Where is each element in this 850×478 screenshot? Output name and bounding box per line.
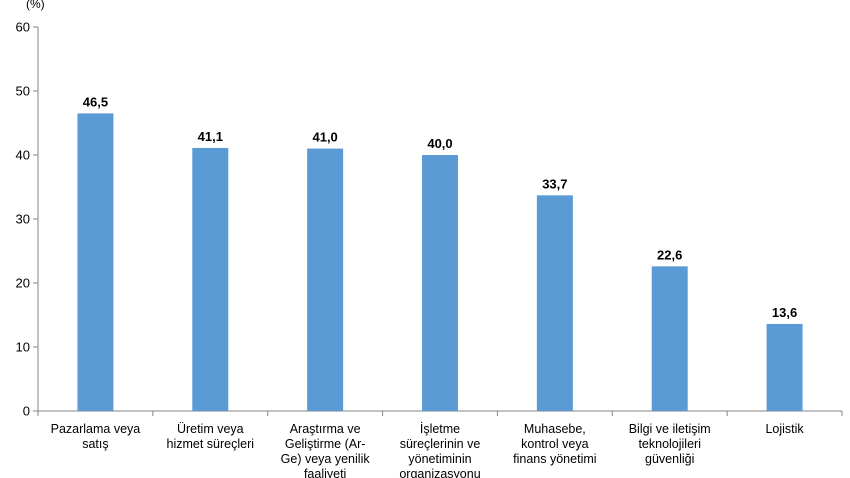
category-label: Muhasebe, kontrol veya finans yönetimi: [513, 422, 596, 466]
data-label: 40,0: [427, 136, 452, 151]
y-axis-unit-label: (%): [26, 0, 45, 11]
bar: [422, 155, 458, 411]
bar: [192, 147, 229, 411]
y-axis-ticks: 0 10 20 30 40 50 60: [16, 20, 843, 419]
data-label: 41,0: [312, 130, 337, 145]
category-label: Bilgi ve iletişim teknolojileri güvenliği: [629, 422, 711, 466]
category-labels: Pazarlama veya satış Üretim veya hizmet sür…: [51, 422, 805, 478]
bar: [77, 113, 114, 412]
y-tick-label: 40: [16, 148, 30, 163]
category-label: Lojistik: [765, 422, 804, 436]
bars: [77, 113, 803, 412]
y-tick-label: 10: [16, 340, 30, 355]
bar: [307, 148, 344, 411]
category-label: Üretim veya hizmet süreçleri: [167, 422, 255, 451]
data-label: 13,6: [772, 305, 797, 320]
category-label: Pazarlama veya satış: [51, 422, 141, 451]
y-tick-label: 30: [16, 212, 30, 227]
y-tick-label: 0: [23, 404, 30, 419]
category-label: Araştırma ve Geliştirme (Ar-Ge) veya yeni…: [281, 422, 371, 478]
bar: [766, 323, 803, 411]
y-tick-label: 50: [16, 84, 30, 99]
y-tick-label: 60: [16, 20, 30, 35]
data-labels: 46,5 41,1 41,0 40,0 33,7 22,6 13,6: [83, 94, 797, 320]
category-label: İşletme süreçlerinin ve yönetiminin organiz…: [399, 422, 480, 478]
y-tick-label: 20: [16, 276, 30, 291]
bar: [536, 195, 573, 411]
data-label: 22,6: [657, 247, 682, 262]
data-label: 33,7: [542, 176, 567, 191]
data-label: 46,5: [83, 94, 108, 109]
data-label: 41,1: [198, 129, 223, 144]
bar: [651, 266, 688, 411]
